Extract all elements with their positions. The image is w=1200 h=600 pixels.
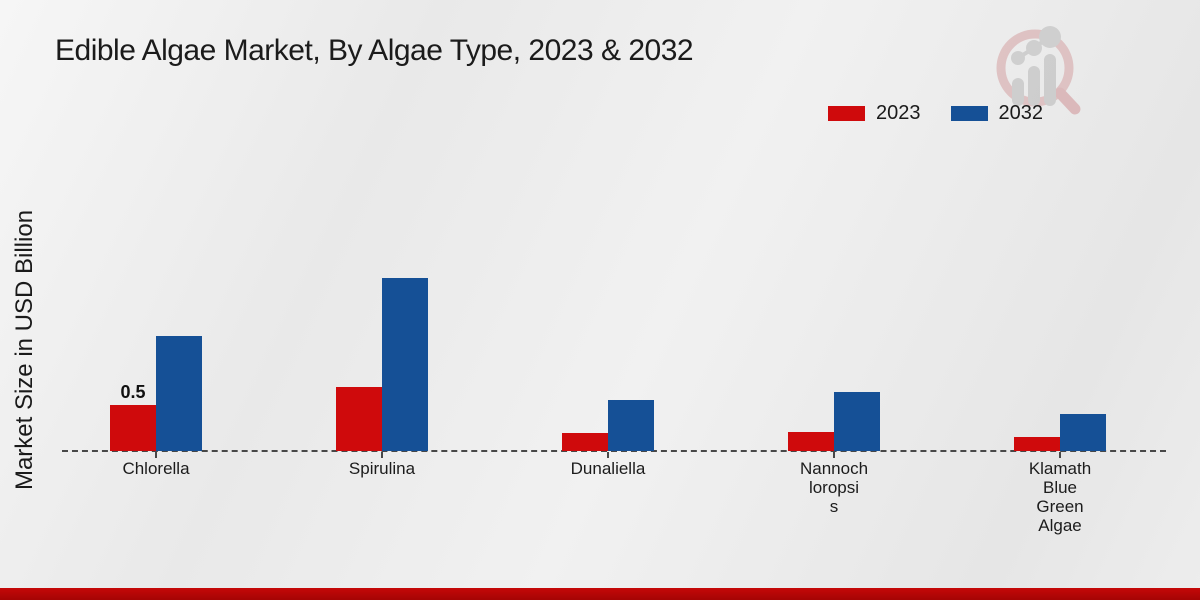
bar-2032-nannochloropsis — [834, 392, 880, 451]
category-label-dunaliella: Dunaliella — [533, 459, 683, 478]
category-label-line: Blue — [1042, 478, 1078, 497]
category-label-line: Nannoch — [799, 459, 869, 478]
legend-swatch-2023 — [828, 106, 865, 121]
legend-item-2023: 2023 — [828, 102, 921, 125]
legend-label-2032: 2032 — [998, 102, 1044, 124]
category-label-klamath-blue-green-algae: Klamath Blue Green Algae — [985, 459, 1135, 535]
axis-tick-nannochloropsis — [833, 452, 835, 458]
bar-2032-klamath-blue-green-algae — [1060, 414, 1106, 451]
x-axis-baseline — [62, 450, 1166, 452]
bar-value-label: 0.5 — [120, 382, 146, 402]
bar-2032-chlorella — [156, 336, 202, 451]
axis-tick-dunaliella — [607, 452, 609, 458]
legend-label-2023: 2023 — [876, 102, 921, 124]
category-label-chlorella: Chlorella — [81, 459, 231, 478]
bar-2023-nannochloropsis — [788, 432, 834, 451]
bar-2023-chlorella — [110, 405, 156, 451]
category-label-nannochloropsis: Nannoch loropsi s — [759, 459, 909, 516]
bar-2032-dunaliella — [608, 400, 654, 451]
bar-2023-spirulina — [336, 387, 382, 451]
legend: 2023 2032 — [828, 102, 1043, 125]
category-label-line: Chlorella — [122, 459, 190, 478]
axis-tick-klamath-blue-green-algae — [1059, 452, 1061, 458]
category-label-line: s — [829, 497, 839, 516]
magnifier-bar-chart-logo-icon — [996, 26, 1081, 115]
footer-red-strip — [0, 588, 1200, 600]
bar-2023-klamath-blue-green-algae — [1014, 437, 1060, 451]
legend-item-2032: 2032 — [950, 102, 1044, 125]
category-label-line: Spirulina — [348, 459, 416, 478]
category-label-line: Green — [1036, 497, 1084, 516]
axis-tick-spirulina — [381, 452, 383, 458]
category-label-line: Dunaliella — [570, 459, 646, 478]
chart-title: Edible Algae Market, By Algae Type, 2023… — [55, 34, 694, 67]
category-label-line: Klamath — [1028, 459, 1092, 478]
bar-2032-spirulina — [382, 278, 428, 451]
category-label-spirulina: Spirulina — [307, 459, 457, 478]
legend-swatch-2032 — [950, 106, 988, 121]
bar-2023-dunaliella — [562, 433, 608, 451]
category-label-line: loropsi — [808, 478, 860, 497]
axis-tick-chlorella — [155, 452, 157, 458]
category-label-line: Algae — [1038, 516, 1082, 535]
